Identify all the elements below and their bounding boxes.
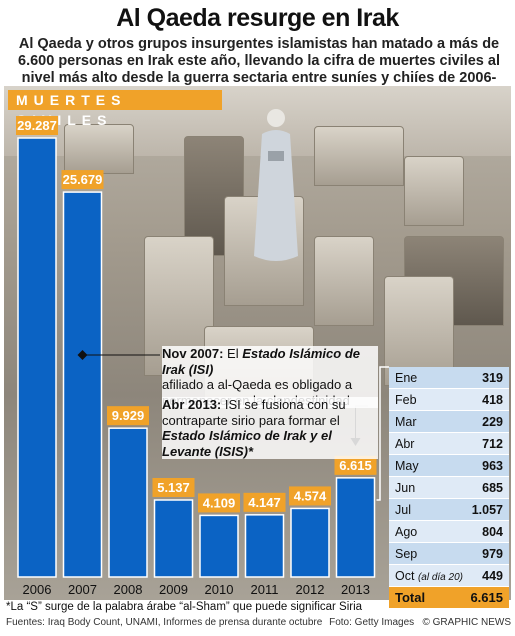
table-row: Feb 418 [389,389,509,411]
bar-2006 [17,137,57,578]
value-label-box [107,406,149,426]
table-row: Jul 1.057 [389,499,509,521]
table-row: Sep 979 [389,543,509,565]
value-label-box [61,170,104,190]
annotation-abr-2013-org: Estado Islámico de Irak y el Levante (IS… [162,428,332,459]
value-label: 9.929 [112,408,145,423]
bar-2010 [199,514,239,578]
bar-2007 [62,191,103,578]
value-label-box [243,492,286,512]
bar-2012 [290,507,330,578]
footnote: *La “S” surge de la palabra árabe “al-Sh… [6,601,363,613]
annotation-nov-2007-date: Nov 2007: [162,346,224,361]
bar-chart: 29.287 2006 25.679 2007 9.929 2008 5.137 2009 4.… [16,116,389,597]
table-row: Ago 804 [389,521,509,543]
value-label-box [16,116,58,135]
monthly-table: Ene 319 Feb 418 Mar 229 Abr 712 May 963 Jun 68… [389,367,509,609]
table-row: Ene 319 [389,367,509,389]
headline: Al Qaeda resurge en Irak [116,4,399,32]
value-label: 25.679 [63,172,103,187]
bar-2009 [153,499,194,578]
table-row: Oct (al día 20) 449 [389,565,509,587]
annotation-nov-2007-text1: El [227,346,239,361]
x-tick-label: 2009 [159,582,188,597]
credits: Foto: Getty Images © GRAPHIC NEWS [329,617,511,628]
annotation-nov-2007-org: Estado Islámico de Irak (ISI) [162,346,360,377]
bar-2008 [108,427,148,578]
x-tick-label: 2006 [23,582,52,597]
value-label-box [198,493,240,513]
sources: Fuentes: Iraq Body Count, UNAMI, Informe… [6,617,323,628]
x-tick-label: 2012 [296,582,325,597]
annotation-abr-2013: Abr 2013: ISI se fusiona con su contrapa… [162,397,378,459]
value-label-box [334,455,377,475]
bar-2011 [244,514,285,578]
x-tick-label: 2011 [251,582,279,597]
value-label-box [152,477,195,497]
x-tick-label: 2007 [68,582,97,597]
table-row: May 963 [389,455,509,477]
table-row: Mar 229 [389,411,509,433]
praying-man-figure [254,109,298,261]
subtitle: Al Qaeda y otros grupos insurgentes isla… [18,36,500,103]
table-bracket [376,366,389,501]
table-row: Abr 712 [389,433,509,455]
value-label: 29.287 [17,118,57,133]
table-total-row: Total 6.615 [389,587,509,609]
chart-title: MUERTES CIVILES [8,90,222,128]
x-tick-label: 2010 [205,582,234,597]
value-label: 6.615 [339,458,372,473]
x-tick-label: 2008 [114,582,143,597]
value-label-box [289,486,331,506]
value-label: 4.574 [294,488,327,503]
value-label: 5.137 [157,480,190,495]
bar-2013 [335,477,376,578]
value-label: 4.109 [203,495,236,510]
annotation-marker-2007 [77,350,88,360]
x-tick-label: 2013 [341,582,370,597]
value-label: 4.147 [248,495,281,510]
annotation-abr-2013-text1: ISI se fusiona con su contraparte sirio … [162,397,346,428]
annotation-abr-2013-date: Abr 2013: [162,397,222,412]
table-row: Jun 685 [389,477,509,499]
